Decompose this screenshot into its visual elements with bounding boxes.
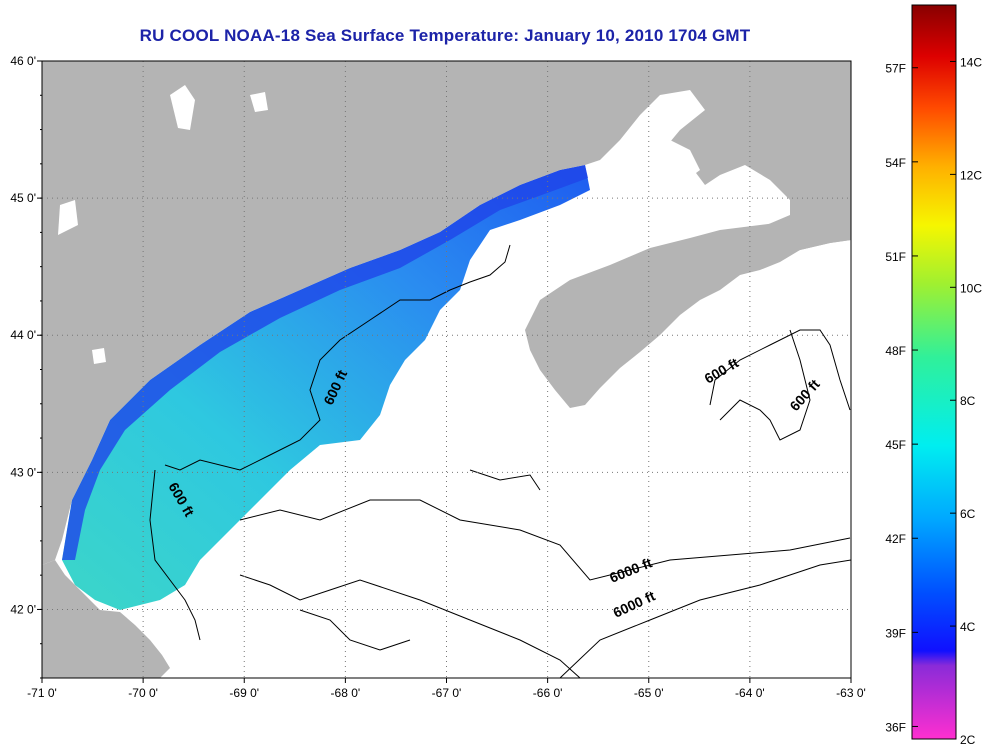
lake <box>92 348 106 364</box>
lon-tick-label: -68 0' <box>331 686 361 700</box>
lon-tick-label: -69 0' <box>229 686 259 700</box>
land-bay-of-fundy-inlet <box>570 140 700 240</box>
colorbar-f-label: 36F <box>885 720 906 734</box>
colorbar-c-label: 14C <box>960 55 982 69</box>
lon-tick-label: -65 0' <box>634 686 664 700</box>
lon-tick-label: -70 0' <box>128 686 158 700</box>
lon-tick-label: -64 0' <box>735 686 765 700</box>
lake <box>58 200 78 235</box>
lon-tick-label: -66 0' <box>533 686 563 700</box>
colorbar-c-label: 4C <box>960 620 976 634</box>
lon-tick-label: -63 0' <box>836 686 866 700</box>
land-cape-cod <box>42 560 170 678</box>
lake <box>170 85 195 130</box>
lat-tick-label: 46 0' <box>10 54 36 68</box>
colorbar-f-label: 54F <box>885 156 906 170</box>
colorbar-c-label: 10C <box>960 281 982 295</box>
colorbar-f-label: 51F <box>885 250 906 264</box>
lat-tick-label: 44 0' <box>10 328 36 342</box>
land-nova-scotia <box>525 210 851 408</box>
lon-tick-label: -71 0' <box>27 686 57 700</box>
colorbar-c-label: 6C <box>960 507 976 521</box>
colorbar-f-label: 57F <box>885 62 906 76</box>
colorbar-c-label: 12C <box>960 168 982 182</box>
colorbar-f-label: 39F <box>885 626 906 640</box>
colorbar-f-label: 42F <box>885 532 906 546</box>
colorbar-c-label: 8C <box>960 394 976 408</box>
colorbar-f-label: 45F <box>885 438 906 452</box>
colorbar-c-label: 2C <box>960 733 976 747</box>
lon-tick-label: -67 0' <box>432 686 462 700</box>
bathymetry-contours <box>149 244 851 678</box>
map-title: RU COOL NOAA-18 Sea Surface Temperature:… <box>139 26 751 45</box>
colorbar-f-label: 48F <box>885 344 906 358</box>
map-ticks: -71 0' -70 0' -69 0' -68 0' -67 0' -66 0' -65 … <box>10 54 865 700</box>
lat-tick-label: 45 0' <box>10 191 36 205</box>
lake <box>250 92 268 112</box>
lat-tick-label: 43 0' <box>10 465 36 479</box>
sst-data-plume <box>62 165 590 610</box>
colorbar-gradient <box>911 4 957 740</box>
colorbar: 14C 12C 10C 8C 6C 4C 2C 57F 54F 51F 48F 45F 42F 39F 36… <box>885 4 982 747</box>
lat-tick-label: 42 0' <box>10 602 36 616</box>
